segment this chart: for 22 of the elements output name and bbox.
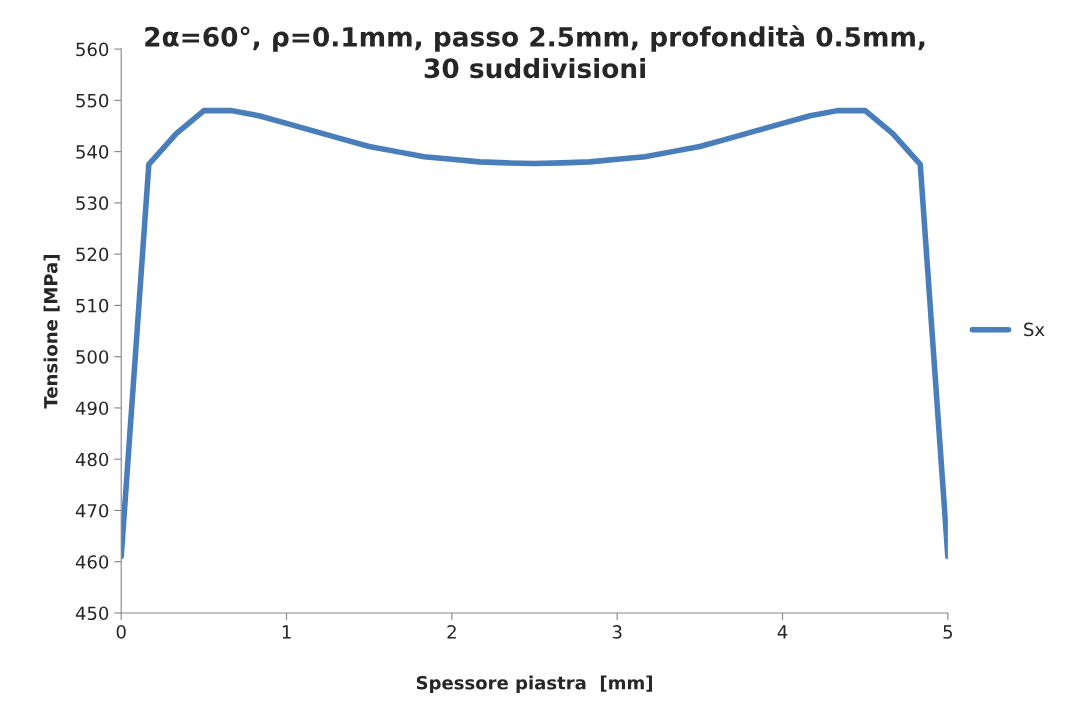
y-tick-label: 450 — [75, 606, 109, 621]
legend-label: Sx — [1024, 322, 1045, 337]
x-tick-label: 2 — [447, 625, 456, 639]
y-tick-label: 560 — [76, 42, 109, 57]
y-tick-label: 540 — [76, 145, 109, 159]
y-tick-label: 500 — [76, 350, 109, 364]
y-tick-label: 490 — [75, 401, 109, 416]
y-axis-title: Tensione [MPa] — [43, 255, 60, 409]
x-tick-label: 4 — [777, 625, 788, 639]
chart-title: 2α=60°, ρ=0.1mm, passo 2.5mm, profondità 0.5mm, 30 suddivisioni — [145, 25, 925, 79]
y-tick-label: 510 — [76, 298, 109, 313]
y-tick-label: 470 — [75, 503, 109, 518]
x-axis-title: Spessore piastra [mm] — [416, 675, 652, 694]
y-tick-label: 480 — [75, 452, 109, 467]
x-tick-label: 0 — [116, 625, 126, 639]
y-tick-label: 550 — [76, 93, 109, 108]
x-tick-label: 3 — [612, 625, 622, 639]
y-tick-label: 460 — [75, 555, 109, 569]
y-tick-label: 530 — [76, 196, 109, 210]
y-tick-label: 520 — [76, 247, 109, 262]
x-tick-label: 5 — [943, 625, 953, 639]
x-tick-label: 1 — [282, 625, 291, 639]
